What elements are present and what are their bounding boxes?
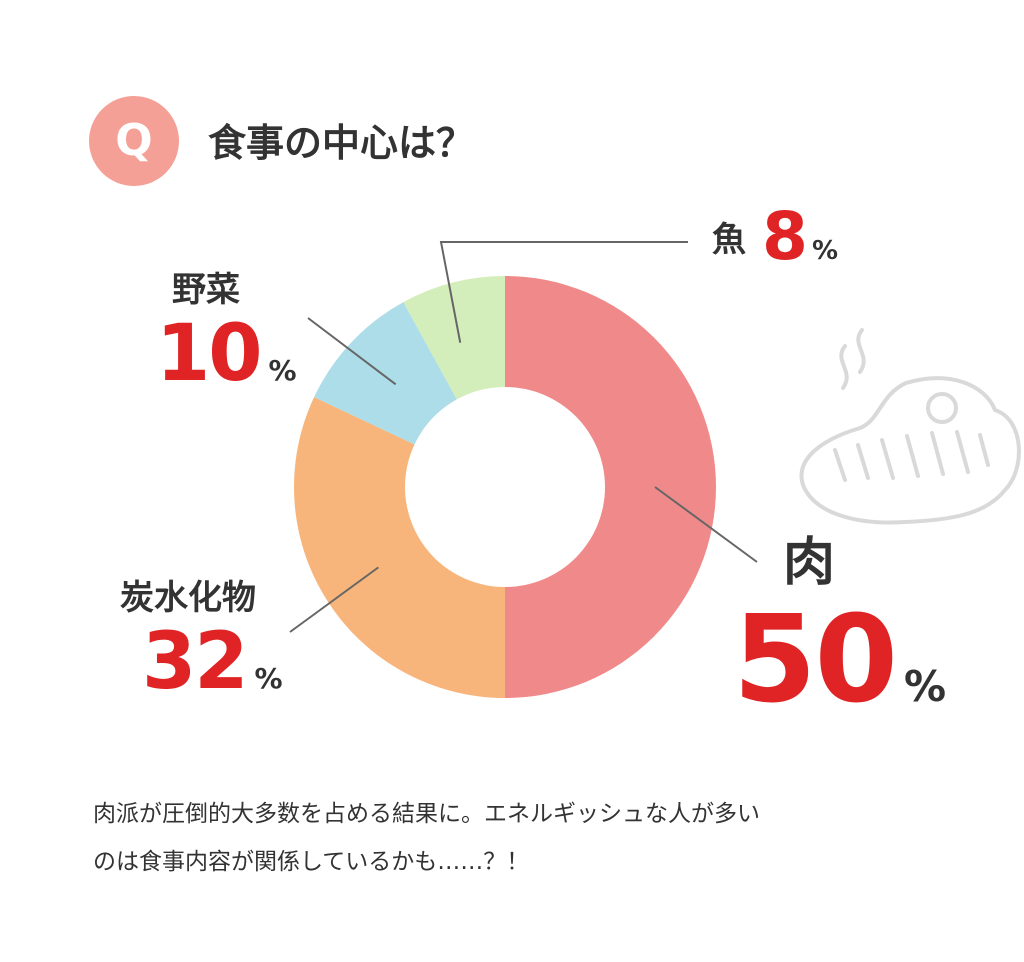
- label-meat-category: 肉: [783, 533, 836, 593]
- slice-meat: [505, 276, 716, 698]
- label-meat-unit: %: [904, 662, 947, 711]
- leader-line: [307, 317, 397, 386]
- label-carbs: 炭水化物 32%: [120, 570, 283, 707]
- steak-icon: [799, 328, 1021, 525]
- caption-line-2: のは食事内容が関係しているかも……？！: [93, 849, 530, 875]
- label-carbs-value: 32: [142, 617, 249, 707]
- caption: 肉派が圧倒的大多数を占める結果に。エネルギッシュな人が多い のは食事内容が関係し…: [93, 790, 933, 886]
- label-carbs-unit: %: [254, 662, 283, 695]
- label-fish-category: 魚: [712, 220, 746, 260]
- label-meat: 肉 50%: [733, 520, 947, 730]
- label-vegetables-value: 10: [156, 309, 263, 399]
- leader-line: [439, 241, 688, 343]
- label-meat-value: 50: [733, 591, 898, 730]
- label-fish-unit: %: [811, 236, 838, 266]
- leader-line: [654, 486, 758, 563]
- page-title: 食事の中心は？: [208, 121, 475, 165]
- leader-line: [289, 566, 379, 633]
- label-carbs-category: 炭水化物: [120, 578, 256, 618]
- question-badge: Q: [89, 96, 179, 186]
- label-fish: 魚 8%: [712, 198, 838, 275]
- label-fish-value: 8: [762, 198, 808, 275]
- label-vegetables-category: 野菜: [172, 270, 240, 310]
- label-vegetables: 野菜 10%: [156, 262, 297, 399]
- caption-line-1: 肉派が圧倒的大多数を占める結果に。エネルギッシュな人が多い: [93, 801, 760, 827]
- label-vegetables-unit: %: [268, 354, 297, 387]
